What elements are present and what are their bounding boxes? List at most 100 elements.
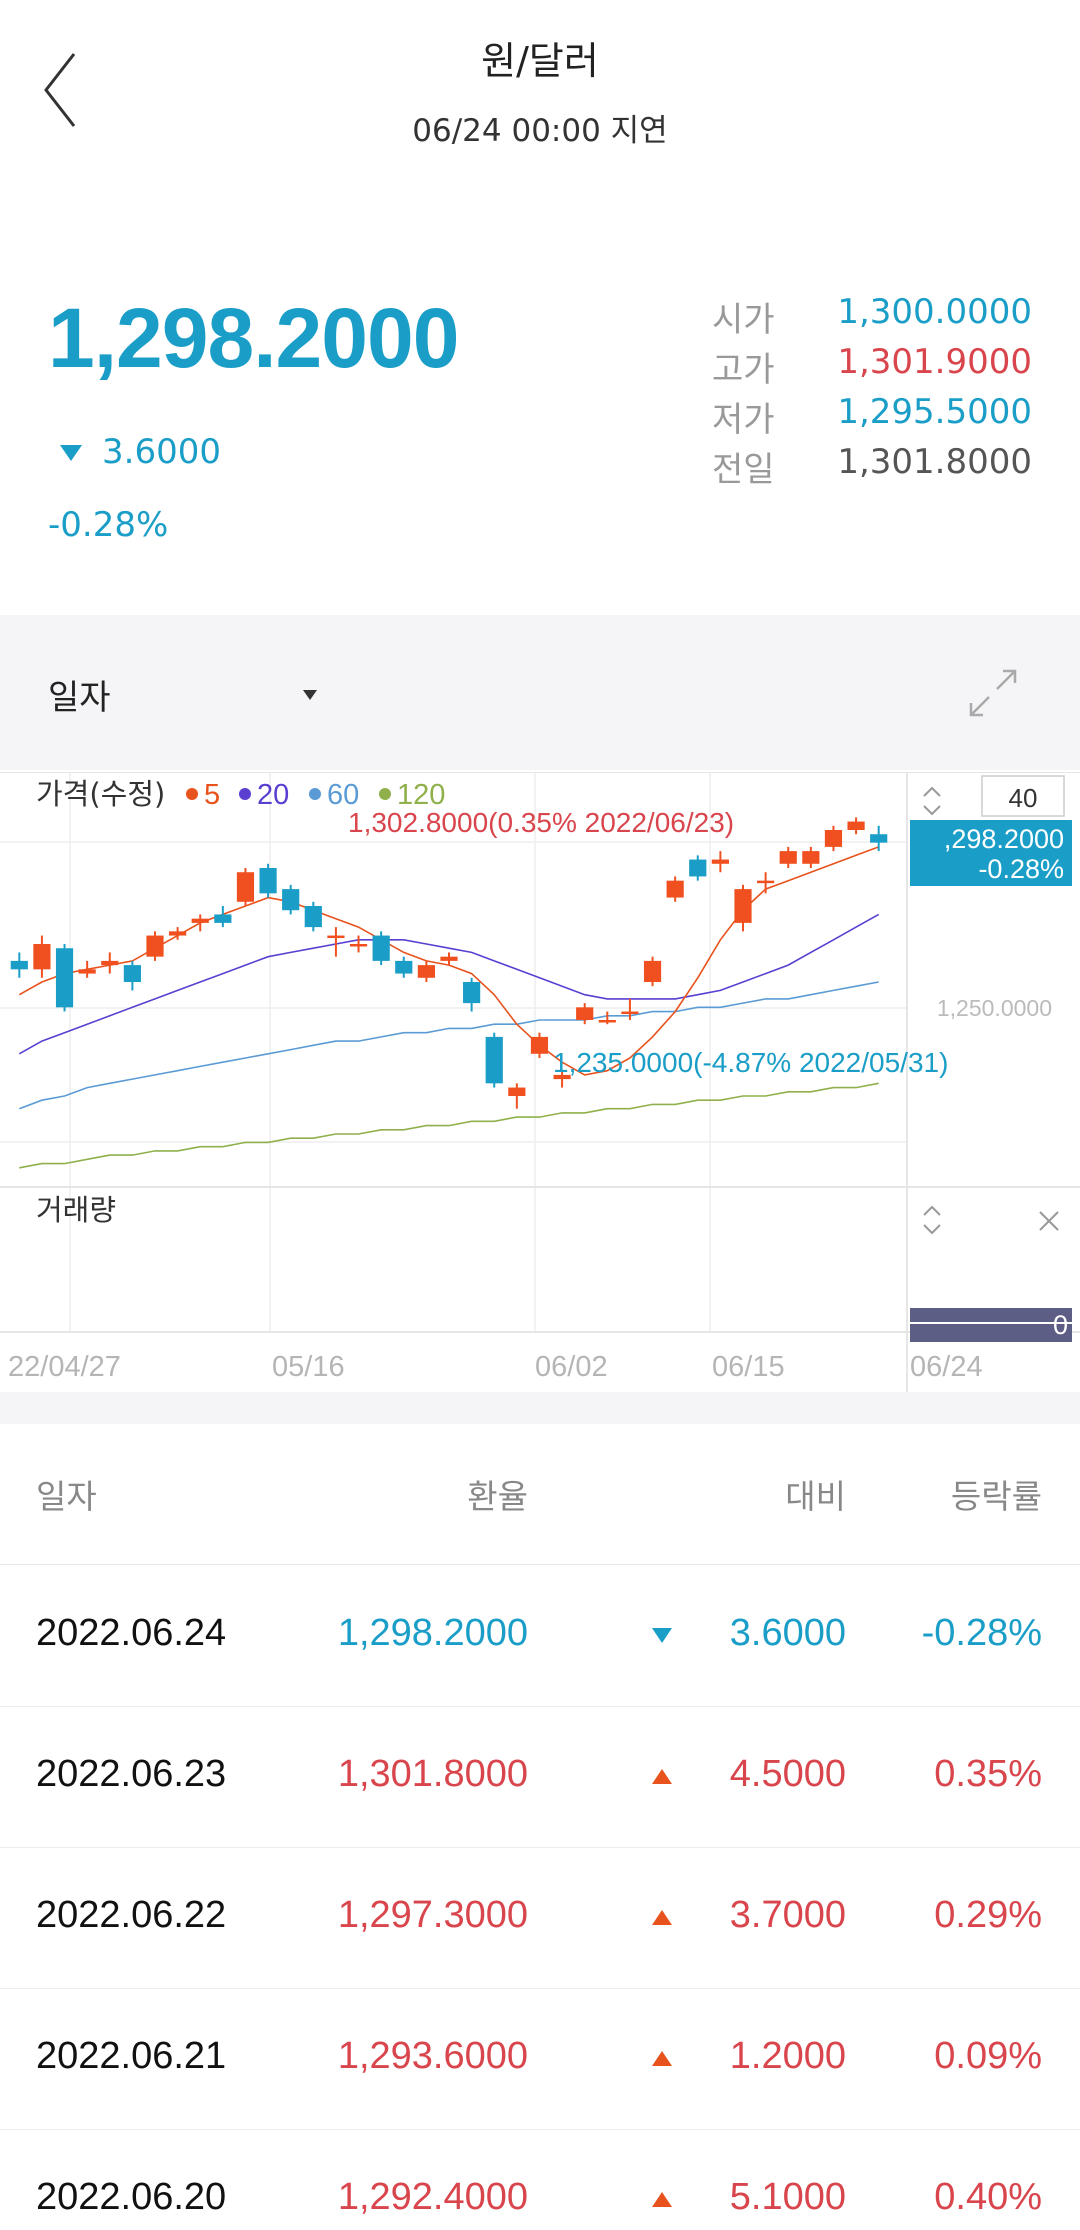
candle <box>349 935 368 953</box>
row-pct: 0.35% <box>934 1753 1042 1795</box>
row-pct: 0.40% <box>934 2176 1042 2218</box>
candle <box>440 952 458 966</box>
candle-count-box[interactable] <box>981 775 1065 817</box>
ohlc-low: 저가 1,295.5000 <box>712 392 1032 442</box>
row-pct: 0.09% <box>934 2035 1042 2077</box>
candle <box>802 846 820 868</box>
period-dropdown[interactable]: 일자 <box>48 670 328 720</box>
candle <box>757 872 775 894</box>
candle <box>711 851 729 873</box>
row-diff: 4.5000 <box>729 1753 846 1795</box>
x-axis-label: 22/04/27 <box>8 1351 121 1383</box>
ma20-line <box>18 913 880 1055</box>
update-time: 06/24 00:00 지연 <box>412 113 668 149</box>
dropdown-arrow-icon <box>303 690 317 700</box>
price-chart[interactable]: 가격(수정) 5 20 60 120 1,302.8000(0.35% 2022/06… <box>0 771 1080 1392</box>
row-rate: 1,301.8000 <box>337 1753 528 1795</box>
candle <box>259 863 277 898</box>
table-row[interactable]: 2022.06.23 1,301.8000 4.5000 0.35% <box>0 1707 1080 1848</box>
header: 원/달러 06/24 00:00 지연 <box>0 0 1080 170</box>
candle <box>101 952 119 974</box>
change-percent: -0.28% <box>48 505 169 545</box>
table-row[interactable]: 2022.06.22 1,297.3000 3.7000 0.29% <box>0 1848 1080 1989</box>
row-date: 2022.06.22 <box>36 1894 227 1936</box>
candle <box>55 944 74 1012</box>
row-rate: 1,297.3000 <box>337 1894 528 1936</box>
row-date: 2022.06.23 <box>36 1753 227 1795</box>
ohlc-label: 고가 <box>712 350 775 390</box>
header-rate: 환율 <box>467 1477 528 1516</box>
down-triangle-icon <box>652 1628 672 1643</box>
chart-canvas: 가격(수정) 5 20 60 120 1,302.8000(0.35% 2022/06… <box>0 771 1080 1392</box>
ma60-line <box>19 981 879 1110</box>
candle <box>191 914 209 932</box>
row-rate: 1,298.2000 <box>337 1612 528 1654</box>
candle <box>282 884 300 915</box>
chart-bottom-spacer <box>0 1392 1080 1424</box>
chevron-left-icon <box>44 53 76 127</box>
price-summary: 1,298.2000 3.6000 -0.28% 시가 1,300.0000 고… <box>0 270 1080 570</box>
ohlc-value: 1,295.5000 <box>837 392 1032 432</box>
ohlc-high: 고가 1,301.9000 <box>712 342 1032 392</box>
candle <box>169 927 187 940</box>
row-date: 2022.06.20 <box>36 2176 227 2218</box>
candle <box>304 901 322 932</box>
candle-count: 40 <box>1009 783 1038 813</box>
candle <box>146 931 164 961</box>
back-button[interactable] <box>40 50 100 140</box>
candle <box>78 960 96 978</box>
row-diff: 5.1000 <box>729 2176 846 2218</box>
x-axis-label: 06/24 <box>910 1351 983 1383</box>
candle <box>666 876 684 902</box>
table-row[interactable]: 2022.06.21 1,293.6000 1.2000 0.09% <box>0 1989 1080 2130</box>
ohlc-label: 시가 <box>712 300 775 340</box>
last-pct-tag-value: -0.28% <box>978 854 1064 884</box>
legend-dot <box>379 788 391 800</box>
candle <box>689 855 707 881</box>
x-axis-label: 06/15 <box>712 1351 785 1383</box>
legend-label: 20 <box>257 779 289 811</box>
expand-chart-button[interactable] <box>965 665 1021 721</box>
candle <box>530 1032 549 1058</box>
x-axis-label: 06/02 <box>535 1351 608 1383</box>
legend-dot <box>309 788 321 800</box>
row-date: 2022.06.21 <box>36 2035 227 2077</box>
candle <box>417 960 435 982</box>
header-diff: 대비 <box>785 1477 846 1516</box>
change-value: 3.6000 <box>102 432 221 472</box>
scale-toggle-icon[interactable] <box>923 786 941 816</box>
candle <box>485 1032 503 1088</box>
candle <box>621 998 639 1020</box>
legend-dot <box>239 788 251 800</box>
row-diff: 3.7000 <box>729 1894 846 1936</box>
history-table-header: 일자 환율 대비 등락률 <box>0 1430 1080 1565</box>
volume-scale-toggle-icon[interactable] <box>923 1205 941 1235</box>
low-annotation: 1,235.0000(-4.87% 2022/05/31) <box>553 1047 948 1078</box>
table-row[interactable]: 2022.06.20 1,292.4000 5.1000 0.40% <box>0 2130 1080 2230</box>
row-date: 2022.06.24 <box>36 1612 227 1654</box>
row-pct: 0.29% <box>934 1894 1042 1936</box>
header-date: 일자 <box>36 1477 97 1516</box>
candle <box>327 927 345 957</box>
price-series-label: 가격(수정) <box>36 777 165 811</box>
up-triangle-icon <box>652 1769 672 1784</box>
legend-label: 60 <box>327 779 359 811</box>
volume-value-tag <box>910 1308 1072 1342</box>
row-rate: 1,292.4000 <box>337 2176 528 2218</box>
last-price-tag-value: ,298.2000 <box>944 824 1064 854</box>
candle <box>33 935 51 978</box>
row-diff: 3.6000 <box>729 1612 846 1654</box>
candle <box>643 956 662 987</box>
candle <box>10 952 28 978</box>
expand-icon <box>969 669 1017 717</box>
candle <box>123 960 141 991</box>
legend-label: 120 <box>397 779 445 811</box>
up-triangle-icon <box>652 1910 672 1925</box>
last-price-tag <box>910 820 1072 886</box>
candle <box>236 868 255 906</box>
candle <box>214 906 232 928</box>
candle <box>824 825 843 852</box>
close-panel-icon[interactable] <box>1039 1211 1059 1231</box>
header-pct: 등락률 <box>950 1477 1042 1516</box>
table-row[interactable]: 2022.06.24 1,298.2000 3.6000 -0.28% <box>0 1566 1080 1707</box>
